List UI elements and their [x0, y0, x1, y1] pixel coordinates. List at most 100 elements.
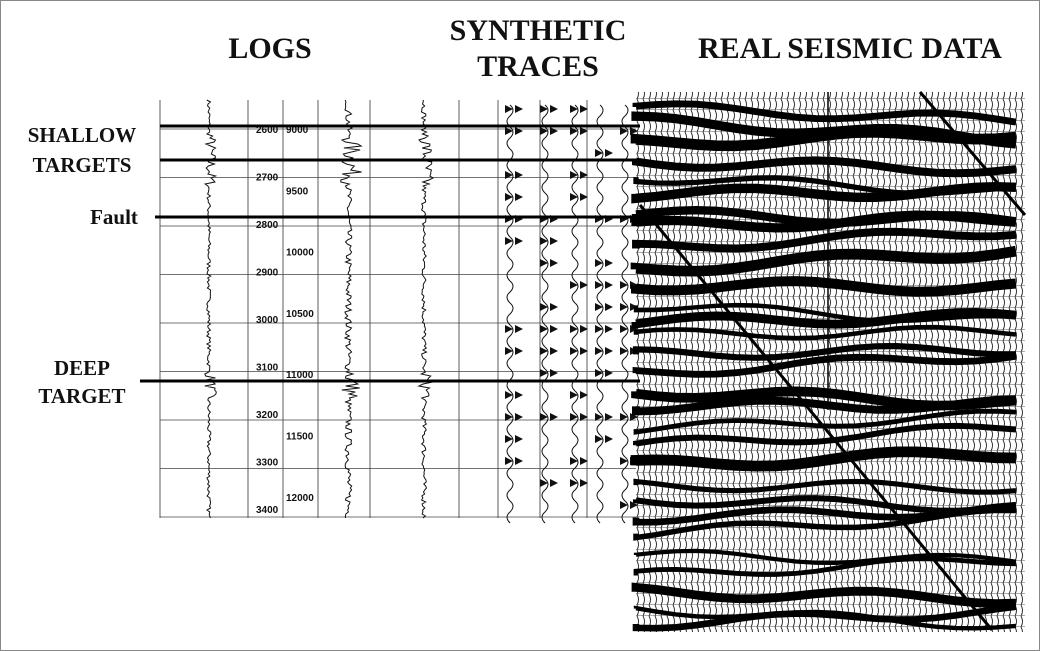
trace: [621, 126, 629, 150]
trace-peak: [620, 127, 638, 135]
trace: [571, 324, 579, 348]
trace: [596, 236, 604, 260]
seismic-reflector: [633, 548, 1017, 566]
trace-peak: [570, 347, 588, 355]
trace: [541, 412, 549, 436]
seismic-reflector: [631, 582, 1017, 609]
trace-peak: [540, 237, 558, 245]
seismic-reflector: [633, 507, 1017, 541]
label-deep: DEEP: [54, 356, 110, 380]
trace: [571, 280, 579, 304]
seismic-reflector: [633, 556, 1017, 577]
seismic-reflector: [633, 478, 1017, 495]
trace: [596, 324, 604, 348]
trace-peak: [595, 281, 613, 289]
trace: [621, 346, 629, 370]
trace: [596, 390, 604, 414]
depth-label: 10000: [286, 248, 314, 259]
trace: [571, 478, 579, 502]
trace: [541, 500, 549, 524]
trace: [621, 434, 629, 458]
trace: [621, 258, 629, 282]
trace: [596, 434, 604, 458]
trace-peak: [540, 105, 558, 113]
trace-peak: [570, 413, 588, 421]
trace-peak: [505, 193, 523, 201]
trace-peak: [570, 479, 588, 487]
trace-peak: [595, 435, 613, 443]
trace: [621, 104, 629, 128]
trace: [621, 500, 629, 524]
trace: [506, 104, 514, 128]
trace-peak: [595, 413, 613, 421]
trace: [541, 478, 549, 502]
trace: [541, 280, 549, 304]
trace-peak: [570, 281, 588, 289]
trace-peak: [570, 171, 588, 179]
trace-peak: [540, 413, 558, 421]
trace-peak: [505, 391, 523, 399]
trace-peak: [595, 149, 613, 157]
trace: [506, 192, 514, 216]
label-fault: Fault: [90, 205, 138, 229]
trace: [596, 280, 604, 304]
trace: [506, 324, 514, 348]
trace: [571, 390, 579, 414]
seismic-reflector: [631, 181, 1017, 204]
seismic-reflector: [631, 307, 1017, 330]
trace: [506, 478, 514, 502]
seismic-reflector: [632, 342, 1016, 361]
trace-peak: [540, 259, 558, 267]
heading-seismic: REAL SEISMIC DATA: [698, 32, 1002, 65]
seismic-reflector: [630, 126, 1017, 152]
trace: [596, 346, 604, 370]
trace: [621, 478, 629, 502]
trace: [571, 500, 579, 524]
depth-label: 3000: [256, 315, 279, 326]
trace: [596, 478, 604, 502]
trace: [596, 170, 604, 194]
depth-label: 10500: [286, 309, 314, 320]
trace-peak: [505, 325, 523, 333]
trace: [596, 412, 604, 436]
trace: [541, 192, 549, 216]
depth-label: 9500: [286, 186, 309, 197]
log-curve: [203, 99, 218, 519]
trace: [621, 456, 629, 480]
depth-label: 3300: [256, 458, 279, 469]
log-curve: [417, 99, 435, 519]
trace-peak: [595, 259, 613, 267]
trace: [541, 104, 549, 128]
depth-label: 11500: [286, 432, 314, 443]
trace-peak: [595, 325, 613, 333]
seismic-reflector: [633, 324, 1017, 341]
trace: [571, 258, 579, 282]
seismic-reflector: [631, 276, 1017, 297]
depth-label: 12000: [286, 493, 314, 504]
trace: [571, 456, 579, 480]
depth-label: 2700: [256, 173, 279, 184]
fault-line: [638, 204, 994, 631]
trace-peak: [620, 303, 638, 311]
heading-logs: LOGS: [228, 32, 311, 65]
depth-label: 9000: [286, 125, 309, 136]
trace: [541, 346, 549, 370]
heading-synthetic: SYNTHETIC: [450, 14, 627, 47]
trace: [541, 302, 549, 326]
trace: [621, 302, 629, 326]
seismic-reflector: [630, 245, 1017, 277]
trace-peak: [595, 303, 613, 311]
trace-peak: [540, 303, 558, 311]
label-shallow: SHALLOW: [28, 123, 137, 147]
trace: [506, 456, 514, 480]
trace: [541, 170, 549, 194]
seismic-reflector: [630, 446, 1017, 472]
log-panel: 2600 2700 2800 2900 3000 3100 3200 3300 3400 9000…: [140, 99, 640, 524]
trace: [541, 236, 549, 260]
trace: [621, 170, 629, 194]
trace: [596, 126, 604, 150]
trace-peak: [540, 479, 558, 487]
seismic-reflector: [633, 408, 1017, 435]
depth-label: 2600: [256, 125, 279, 136]
